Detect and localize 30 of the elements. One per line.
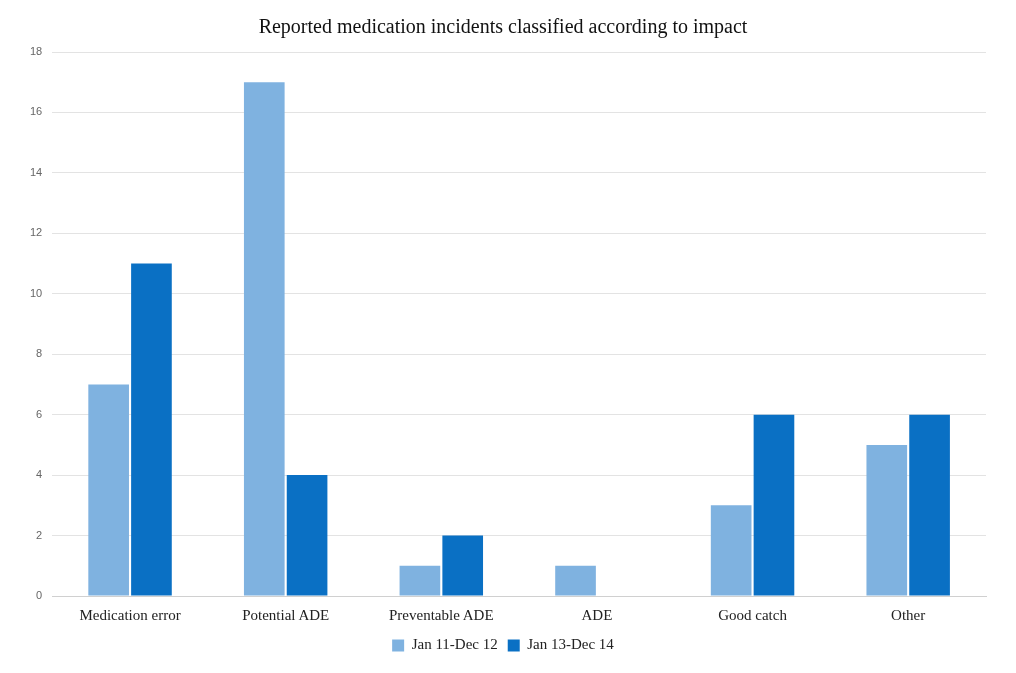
legend-label: Jan 11-Dec 12	[411, 636, 498, 653]
bar	[399, 565, 441, 596]
y-tick-label: 10	[29, 286, 43, 299]
y-tick-label: 14	[29, 165, 43, 178]
bar	[131, 263, 172, 596]
x-tick-label: Preventable ADE	[389, 606, 494, 623]
chart-title: Reported medication incidents classified according to impact	[258, 15, 748, 39]
y-tick-label: 0	[36, 589, 43, 602]
y-tick-label: 2	[36, 528, 43, 541]
bar	[442, 535, 484, 596]
x-tick-label: ADE	[581, 606, 613, 623]
y-tick-label: 4	[36, 468, 43, 481]
bar	[88, 384, 129, 596]
bar	[243, 82, 285, 596]
bar	[753, 414, 795, 596]
x-tick-label: Other	[891, 606, 926, 623]
y-tick-label: 8	[36, 347, 43, 360]
bar	[909, 414, 950, 596]
bar	[866, 444, 908, 596]
y-tick-label: 18	[29, 45, 43, 58]
bar	[286, 475, 328, 596]
bar	[555, 565, 596, 596]
y-tick-label: 6	[36, 407, 43, 420]
x-tick-label: Potential ADE	[242, 606, 330, 623]
y-tick-label: 16	[29, 105, 43, 118]
y-tick-label: 12	[29, 226, 43, 239]
bar	[710, 505, 752, 596]
legend-label: Jan 13-Dec 14	[527, 636, 615, 653]
x-tick-label: Medication error	[79, 606, 181, 623]
x-tick-label: Good catch	[718, 606, 788, 623]
